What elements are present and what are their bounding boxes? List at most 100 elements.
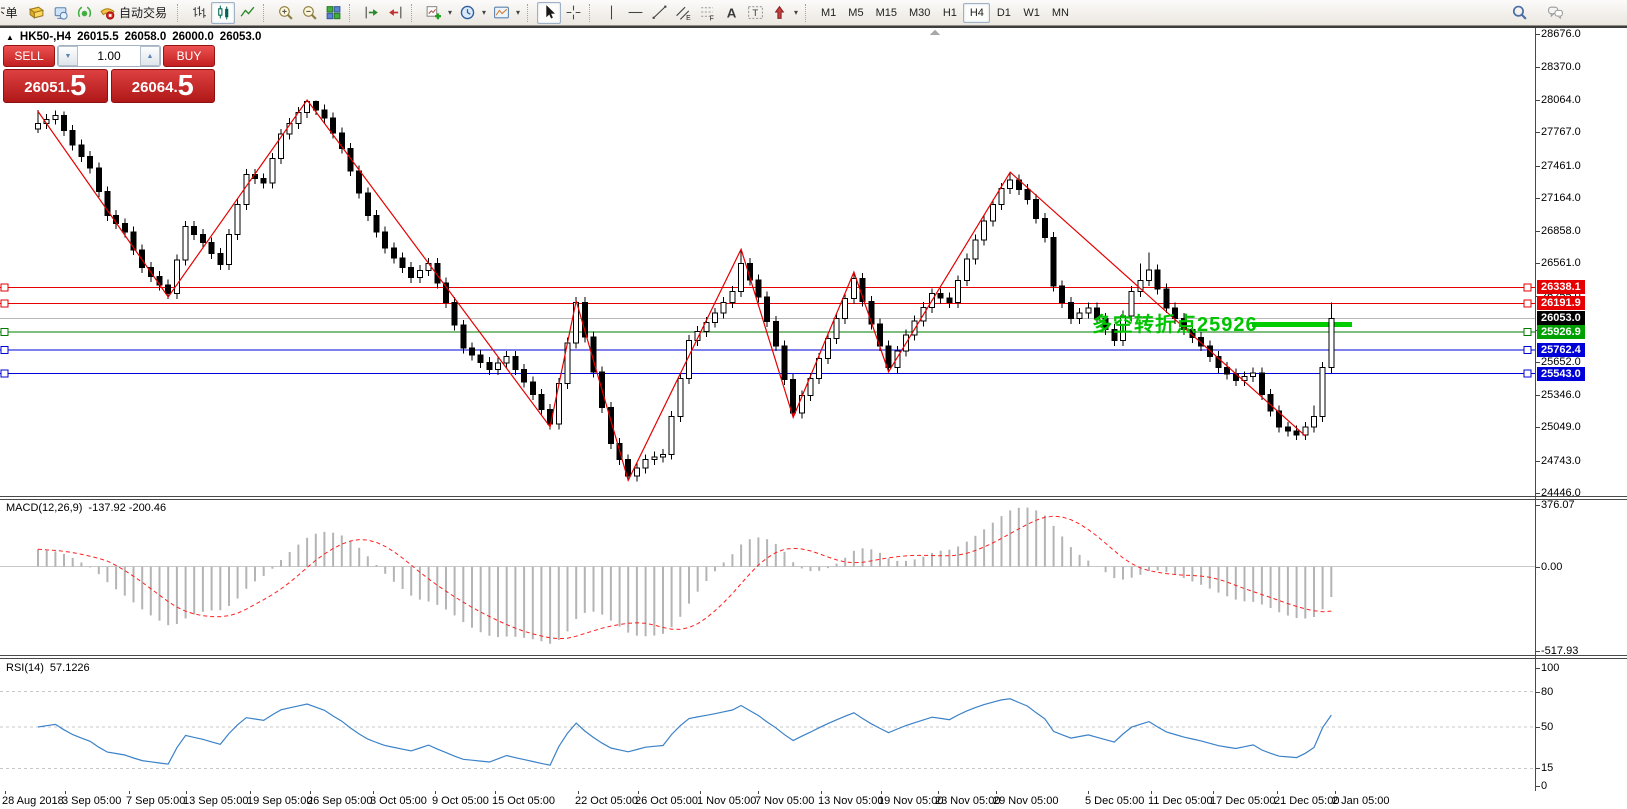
price-tick-label: 24743.0 — [1541, 454, 1581, 467]
rsi-pane[interactable] — [0, 659, 1536, 791]
line-chart-button[interactable] — [235, 2, 259, 24]
time-axis[interactable]: 28 Aug 2018 3 Sep 05:00 7 Sep 05:00 13 Sep … — [0, 791, 1627, 809]
text-button[interactable]: A — [719, 2, 743, 24]
line-endpoint-left[interactable] — [0, 299, 9, 308]
tile-windows-button[interactable] — [321, 2, 345, 24]
time-axis-label: 21 Dec 05:00 — [1274, 795, 1340, 807]
timeframe-m30-button[interactable]: M30 — [908, 6, 931, 19]
volume-decrease-button[interactable]: ▼ — [58, 46, 78, 66]
zigzag-line[interactable] — [37, 98, 1306, 483]
journal-button[interactable] — [24, 2, 48, 24]
candle-body-bear — [529, 381, 536, 396]
rsi-name: RSI(14) — [6, 662, 44, 674]
axis-tick — [1536, 361, 1540, 363]
fibonacci-button[interactable]: F — [695, 2, 719, 24]
pane-separator[interactable] — [0, 655, 1627, 659]
one-click-collapse-toggle[interactable]: ▲ — [6, 32, 14, 42]
timeframe-mn-button[interactable]: MN — [1051, 6, 1069, 19]
line-endpoint-right[interactable] — [1523, 328, 1532, 336]
timeframe-d1-button[interactable]: D1 — [996, 6, 1011, 19]
sell-button[interactable]: SELL — [3, 45, 55, 67]
chart-text-annotation[interactable]: 多空转折点25926 — [1092, 314, 1258, 336]
price-tick-label: 25652.0 — [1541, 355, 1581, 368]
time-tick — [1151, 791, 1152, 794]
candle-body-bear — [199, 234, 206, 244]
line-endpoint-left[interactable] — [0, 328, 9, 336]
rsi-line — [37, 698, 1332, 766]
crosshair-button[interactable] — [561, 2, 585, 24]
macd-values: -137.92 -200.46 — [88, 502, 167, 514]
timeframe-h4-button[interactable]: H4 — [963, 2, 991, 23]
line-endpoint-left[interactable] — [0, 369, 9, 378]
profiles-button[interactable] — [455, 2, 479, 24]
volume-increase-button[interactable]: ▲ — [140, 46, 160, 66]
candle-body-bear — [755, 279, 762, 298]
time-axis-label: 3 Oct 05:00 — [370, 795, 427, 807]
auto-scroll-button[interactable] — [359, 2, 383, 24]
rsi-canvas[interactable] — [0, 659, 1536, 791]
search-button[interactable] — [1507, 2, 1531, 24]
candle-body-bear — [764, 296, 771, 322]
macd-pane[interactable] — [0, 500, 1536, 655]
candle-body-bear — [946, 297, 953, 303]
signals-button[interactable] — [72, 2, 96, 24]
arrows-button[interactable] — [767, 2, 791, 24]
chat-button[interactable] — [1543, 2, 1567, 24]
rsi-value: 57.1226 — [49, 662, 90, 674]
candle-body-bull — [807, 377, 814, 397]
candle-body-bear — [1293, 430, 1300, 436]
new-chart-button[interactable] — [421, 2, 445, 24]
candlestick-button[interactable] — [211, 1, 236, 24]
price-tick-label: 27461.0 — [1541, 159, 1581, 172]
price-chart-canvas[interactable] — [0, 28, 1536, 496]
metaeditor-button[interactable] — [48, 2, 72, 24]
zoom-in-button[interactable] — [273, 2, 297, 24]
text-label-button[interactable]: T — [743, 2, 767, 24]
timeframe-h1-button[interactable]: H1 — [942, 6, 957, 19]
price-chart-pane[interactable] — [0, 28, 1536, 496]
macd-canvas[interactable] — [0, 500, 1536, 655]
axis-tick — [1536, 395, 1540, 397]
line-endpoint-right[interactable] — [1523, 283, 1532, 292]
timeframe-m1-button[interactable]: M1 — [821, 6, 837, 19]
autotrading-button[interactable]: 自动交易 — [96, 2, 173, 24]
bar-chart-button[interactable] — [187, 2, 211, 24]
candle-body-bull — [278, 133, 284, 160]
line-endpoint-left[interactable] — [0, 283, 9, 292]
line-endpoint-right[interactable] — [1523, 345, 1532, 354]
sell-price-panel[interactable]: 26051. 5 — [3, 69, 108, 103]
vertical-line-button[interactable] — [599, 2, 623, 24]
candle-body-bear — [1111, 329, 1118, 341]
fibonacci-icon: F — [700, 7, 713, 21]
zoom-out-button[interactable] — [297, 2, 321, 24]
cursor-button[interactable] — [537, 1, 562, 24]
timeframe-m5-button[interactable]: M5 — [848, 6, 864, 19]
highlight-segment[interactable] — [1252, 322, 1352, 328]
volume-input[interactable]: 1.00 — [97, 49, 121, 63]
new-chart-button-dropdown[interactable]: ▾ — [448, 8, 453, 17]
horizontal-line-button[interactable] — [623, 2, 647, 24]
trendline-button[interactable] — [647, 2, 671, 24]
line-endpoint-right[interactable] — [1523, 299, 1532, 308]
templates-button-dropdown[interactable]: ▾ — [516, 8, 521, 17]
pane-separator[interactable] — [0, 496, 1627, 500]
chart-shift-marker[interactable] — [930, 29, 940, 36]
arrows-button-dropdown[interactable]: ▾ — [794, 8, 799, 17]
candle-body-bear — [139, 249, 146, 269]
templates-button[interactable] — [489, 2, 513, 24]
axis-tick — [1536, 197, 1540, 199]
line-endpoint-right[interactable] — [1523, 369, 1532, 378]
line-endpoint-left[interactable] — [0, 345, 9, 354]
profiles-button-dropdown[interactable]: ▾ — [482, 8, 487, 17]
buy-button[interactable]: BUY — [163, 45, 215, 67]
new-order-button[interactable]: 下单 — [0, 2, 24, 24]
time-axis-label: 22 Oct 05:00 — [575, 795, 638, 807]
time-tick — [1335, 791, 1336, 794]
buy-price-panel[interactable]: 26064. 5 — [110, 69, 215, 103]
chart-shift-button[interactable] — [383, 2, 407, 24]
timeframe-w1-button[interactable]: W1 — [1023, 6, 1040, 19]
timeframe-m15-button[interactable]: M15 — [875, 6, 897, 19]
toolbar-group: E F A T ▾ — [599, 2, 801, 24]
equidistant-channel-button[interactable]: E — [671, 2, 695, 24]
candle-body-bear — [260, 178, 267, 184]
